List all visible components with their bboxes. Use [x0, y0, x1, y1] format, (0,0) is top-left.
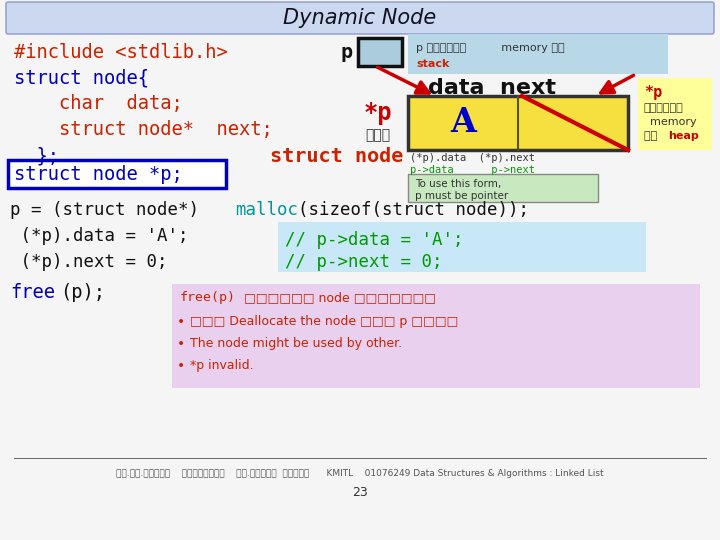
- Text: heap: heap: [668, 131, 698, 141]
- Text: (p);: (p);: [60, 282, 105, 301]
- Text: p: p: [340, 43, 352, 62]
- Bar: [172, 284, 700, 388]
- Text: // p->next = 0;: // p->next = 0;: [285, 253, 443, 271]
- FancyBboxPatch shape: [6, 2, 714, 34]
- Text: เปนพนท: เปนพนท: [644, 103, 684, 113]
- Text: #include <stdlib.h>: #include <stdlib.h>: [14, 43, 228, 62]
- Text: malloc: malloc: [235, 201, 298, 219]
- Text: Dynamic Node: Dynamic Node: [284, 8, 436, 28]
- Bar: [8, 160, 226, 188]
- Text: □□□ Deallocate the node □□□ p □□□□: □□□ Deallocate the node □□□ p □□□□: [190, 315, 458, 328]
- Bar: [358, 38, 402, 66]
- Text: p = (struct node*): p = (struct node*): [10, 201, 210, 219]
- Text: stack: stack: [416, 59, 449, 69]
- Text: •: •: [177, 315, 185, 329]
- Text: p must be pointer: p must be pointer: [415, 191, 508, 201]
- Text: *p: *p: [644, 84, 662, 99]
- Text: (*p).data = 'A';: (*p).data = 'A';: [10, 227, 189, 245]
- Text: // p->data = 'A';: // p->data = 'A';: [285, 231, 464, 249]
- Bar: [408, 34, 668, 74]
- Text: •: •: [177, 337, 185, 351]
- Text: char  data;: char data;: [14, 94, 183, 113]
- Text: (*p).next = 0;: (*p).next = 0;: [10, 253, 168, 271]
- Bar: [278, 222, 646, 272]
- Text: };: };: [14, 146, 59, 165]
- Text: รศ.ดร.บุญธร    เต็ชอตาช    รศ.กฤตกน  ศตบรณ      KMITL    01076249 Data Structure: รศ.ดร.บุญธร เต็ชอตาช รศ.กฤตกน ศตบรณ KMIT…: [116, 469, 604, 478]
- Bar: [638, 78, 712, 150]
- Text: data  next: data next: [428, 78, 556, 98]
- Text: To use this form,: To use this form,: [415, 179, 501, 189]
- Text: เปน: เปน: [366, 128, 390, 142]
- Text: 23: 23: [352, 485, 368, 498]
- Text: •: •: [177, 359, 185, 373]
- Text: struct node *p;: struct node *p;: [14, 165, 183, 184]
- Text: *p: *p: [364, 101, 392, 125]
- Text: (sizeof(struct node));: (sizeof(struct node));: [298, 201, 529, 219]
- Text: (*p).data  (*p).next: (*p).data (*p).next: [410, 153, 535, 163]
- Text: *p invalid.: *p invalid.: [190, 360, 253, 373]
- Text: free(p): free(p): [180, 292, 236, 305]
- Text: struct node: struct node: [270, 146, 403, 165]
- Text: □□□□□□ node □□□□□□□: □□□□□□ node □□□□□□□: [240, 292, 436, 305]
- Text: struct node*  next;: struct node* next;: [14, 120, 273, 139]
- Text: A: A: [450, 106, 476, 139]
- Text: memory: memory: [650, 117, 697, 127]
- Text: The node might be used by other.: The node might be used by other.: [190, 338, 402, 350]
- Text: ใน: ใน: [644, 131, 661, 141]
- Bar: [408, 96, 628, 150]
- Text: free: free: [10, 282, 55, 301]
- Bar: [408, 174, 598, 202]
- Text: struct node{: struct node{: [14, 69, 149, 87]
- Text: p->data      p->next: p->data p->next: [410, 165, 535, 175]
- Text: p เปนพนท          memory ใน: p เปนพนท memory ใน: [416, 43, 564, 53]
